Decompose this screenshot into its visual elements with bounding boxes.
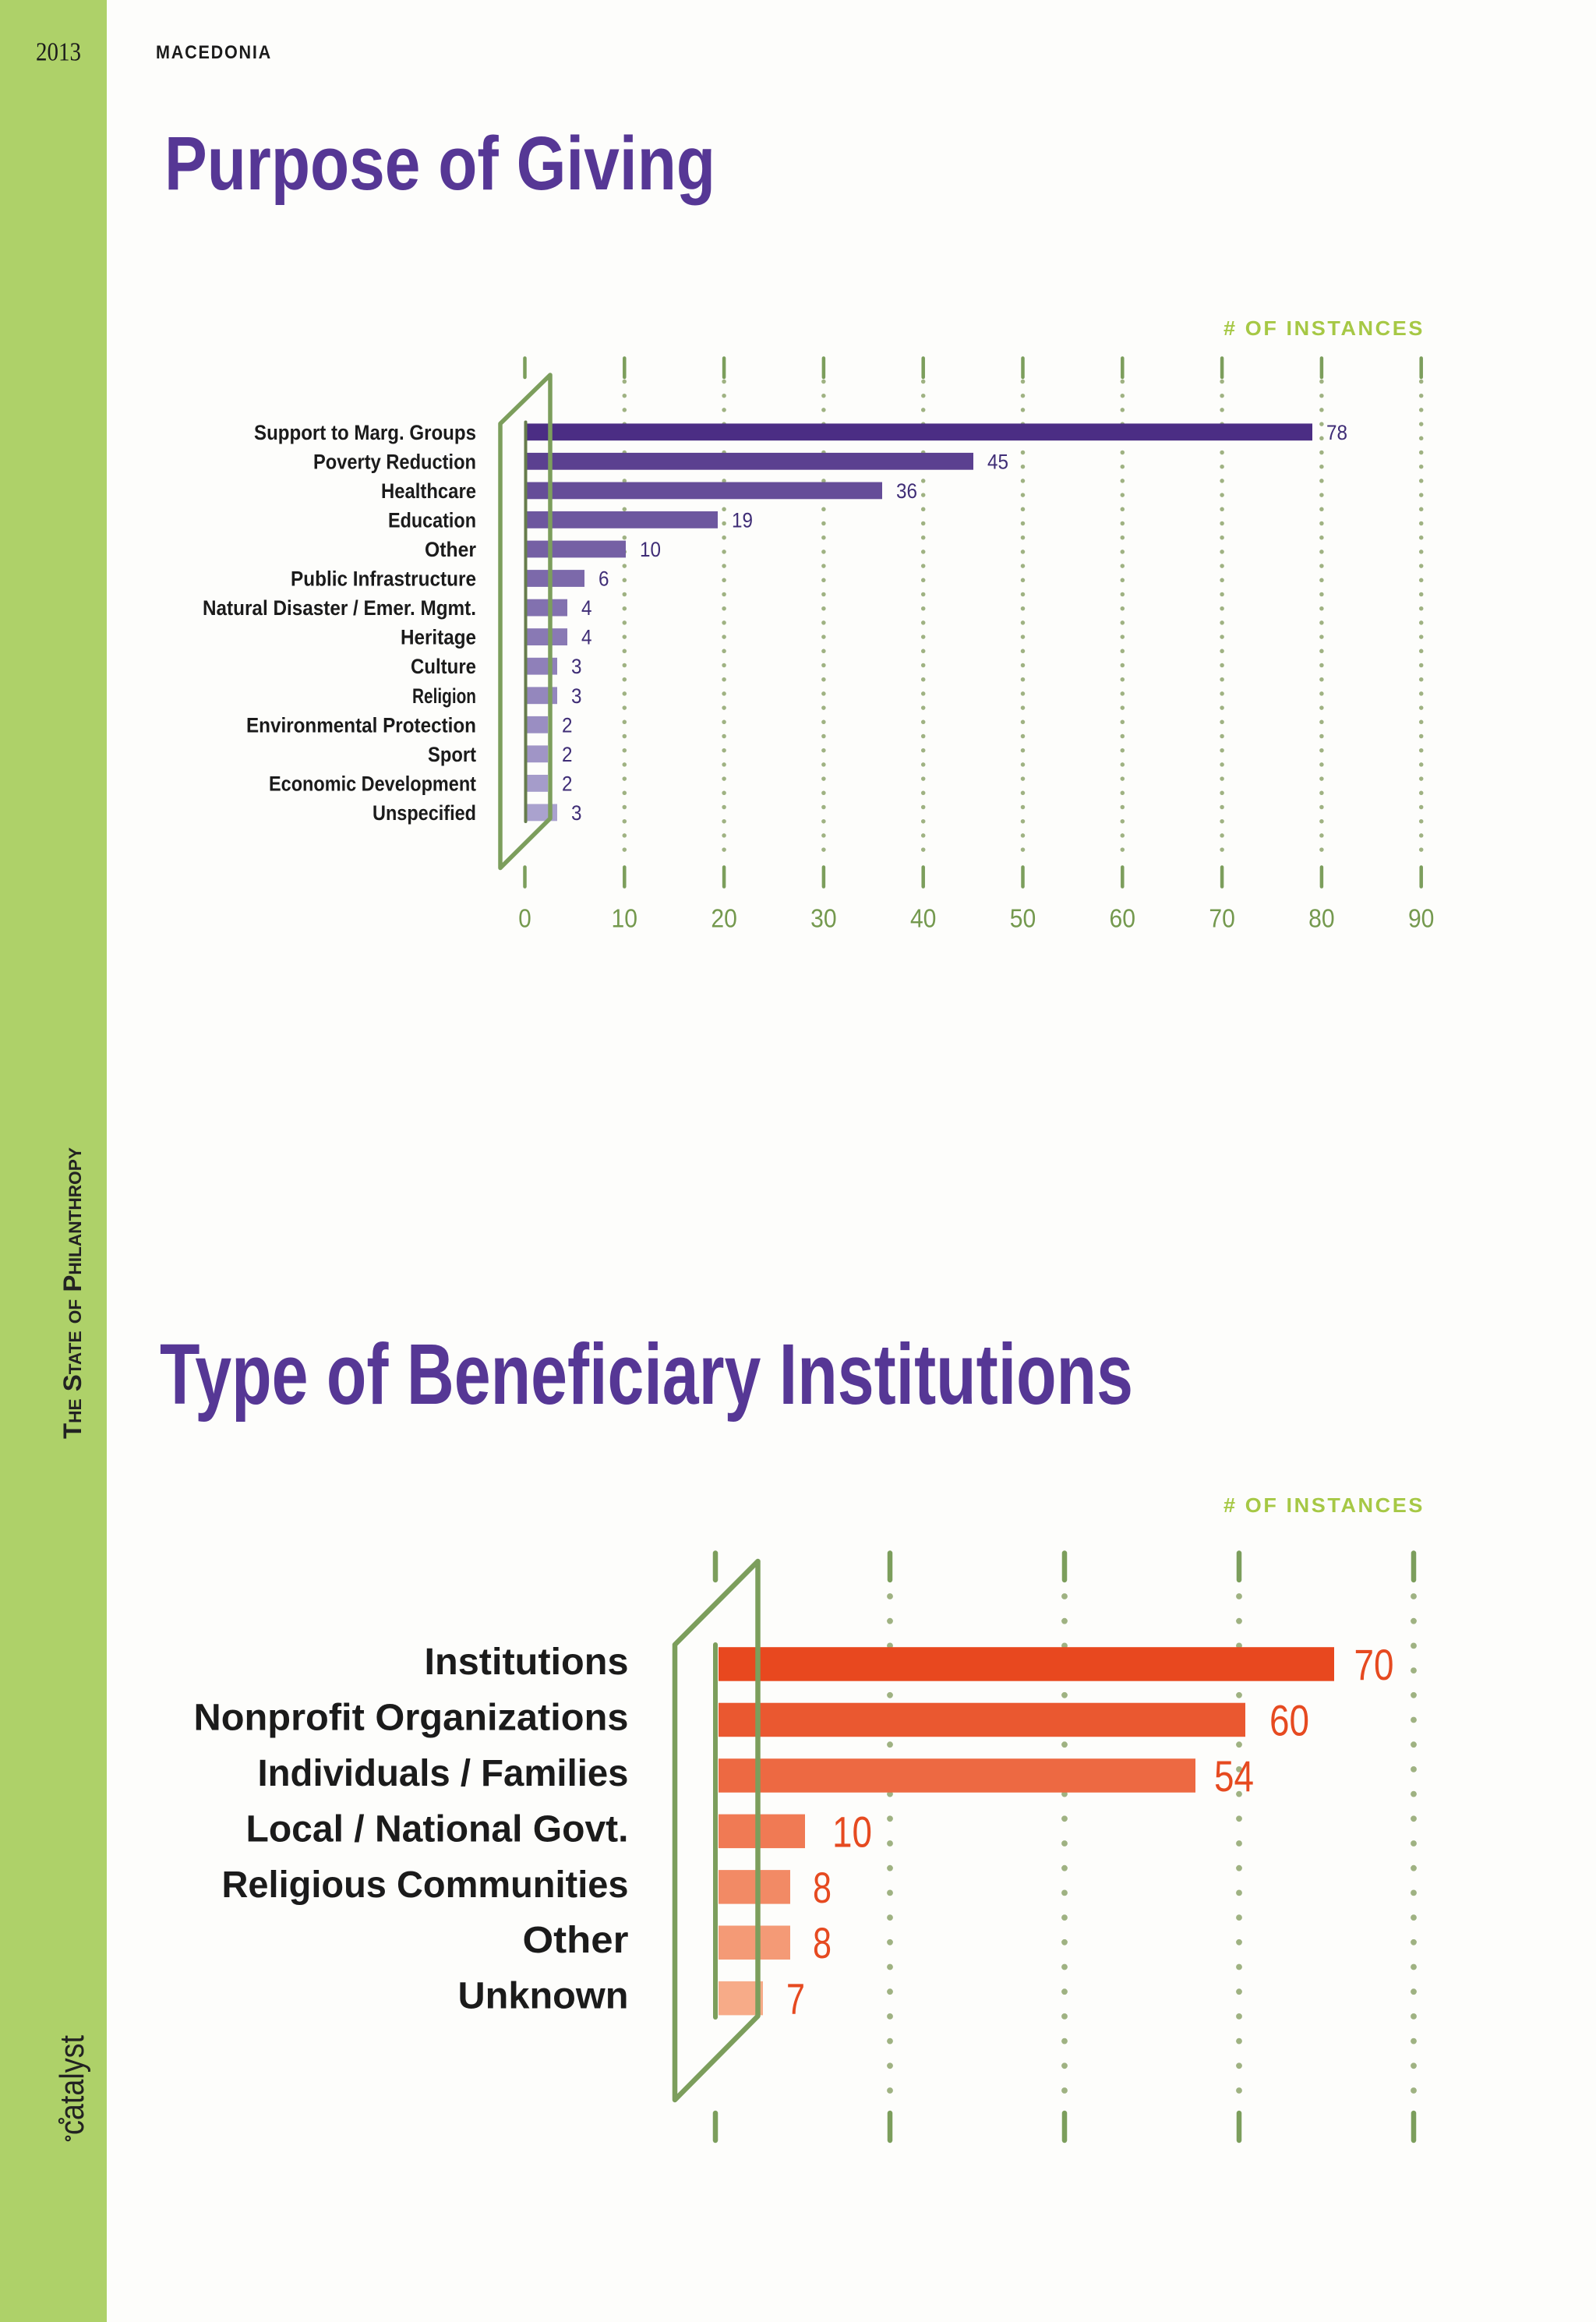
svg-text:Other: Other xyxy=(523,1920,629,1961)
svg-text:30: 30 xyxy=(810,904,837,933)
svg-text:Economic Development: Economic Development xyxy=(269,772,476,795)
svg-text:4: 4 xyxy=(581,596,592,620)
svg-text:45: 45 xyxy=(987,450,1008,473)
svg-text:90: 90 xyxy=(1408,904,1435,933)
svg-text:Institutions: Institutions xyxy=(425,1642,629,1683)
svg-text:10: 10 xyxy=(640,538,661,561)
svg-text:Individuals / Families: Individuals / Families xyxy=(258,1753,629,1794)
svg-text:Environmental Protection: Environmental Protection xyxy=(246,713,476,737)
svg-text:Local / National Govt.: Local / National Govt. xyxy=(246,1808,629,1850)
svg-text:2: 2 xyxy=(562,743,573,766)
svg-text:20: 20 xyxy=(711,904,737,933)
svg-text:# OF INSTANCES: # OF INSTANCES xyxy=(1223,316,1425,340)
svg-text:# OF INSTANCES: # OF INSTANCES xyxy=(1223,1493,1425,1517)
svg-text:Natural Disaster / Emer. Mgmt.: Natural Disaster / Emer. Mgmt. xyxy=(203,596,476,620)
svg-text:Culture: Culture xyxy=(411,655,476,678)
svg-text:78: 78 xyxy=(1326,421,1347,444)
svg-text:8: 8 xyxy=(813,1864,832,1912)
svg-text:60: 60 xyxy=(1269,1696,1309,1744)
svg-text:Education: Education xyxy=(388,508,476,532)
svg-text:8: 8 xyxy=(813,1919,832,1967)
svg-text:Poverty Reduction: Poverty Reduction xyxy=(313,450,476,473)
svg-text:10: 10 xyxy=(612,904,638,933)
svg-text:70: 70 xyxy=(1209,904,1235,933)
svg-text:70: 70 xyxy=(1354,1641,1394,1689)
svg-text:Unknown: Unknown xyxy=(458,1976,629,2017)
svg-text:2: 2 xyxy=(562,772,573,795)
svg-text:Other: Other xyxy=(425,538,476,561)
svg-text:The State of Philanthropy: The State of Philanthropy xyxy=(58,1147,87,1439)
svg-text:Healthcare: Healthcare xyxy=(381,479,476,503)
svg-text:catalyst: catalyst xyxy=(53,2035,91,2135)
svg-text:40: 40 xyxy=(910,904,937,933)
svg-text:Sport: Sport xyxy=(428,743,476,766)
svg-text:80: 80 xyxy=(1308,904,1335,933)
svg-text:3: 3 xyxy=(571,655,582,678)
svg-text:7: 7 xyxy=(786,1975,805,2023)
svg-text:3: 3 xyxy=(571,684,582,708)
svg-text:19: 19 xyxy=(732,508,753,532)
svg-text:54: 54 xyxy=(1214,1752,1254,1801)
svg-text:2: 2 xyxy=(562,713,573,737)
svg-text:4: 4 xyxy=(581,626,592,649)
svg-text:Heritage: Heritage xyxy=(401,626,476,649)
svg-text:Type of Beneficiary Institutio: Type of Beneficiary Institutions xyxy=(160,1327,1133,1423)
svg-text:Public Infrastructure: Public Infrastructure xyxy=(291,567,476,591)
svg-text:MACEDONIA: MACEDONIA xyxy=(156,42,272,63)
svg-text:3: 3 xyxy=(571,801,582,825)
svg-text:Religious Communities: Religious Communities xyxy=(222,1864,629,1906)
svg-text:36: 36 xyxy=(896,479,917,503)
svg-text:10: 10 xyxy=(832,1808,872,1856)
svg-text:6: 6 xyxy=(598,567,609,591)
svg-text:Support to Marg. Groups: Support to Marg. Groups xyxy=(254,421,476,444)
svg-text:2013: 2013 xyxy=(36,38,81,67)
svg-text:0: 0 xyxy=(518,904,531,933)
svg-text:Nonprofit Organizations: Nonprofit Organizations xyxy=(194,1697,629,1738)
svg-text:Unspecified: Unspecified xyxy=(373,801,476,825)
svg-text:50: 50 xyxy=(1010,904,1036,933)
svg-text:Purpose of Giving: Purpose of Giving xyxy=(164,121,715,206)
svg-text:Religion: Religion xyxy=(412,684,476,708)
svg-text:60: 60 xyxy=(1110,904,1136,933)
